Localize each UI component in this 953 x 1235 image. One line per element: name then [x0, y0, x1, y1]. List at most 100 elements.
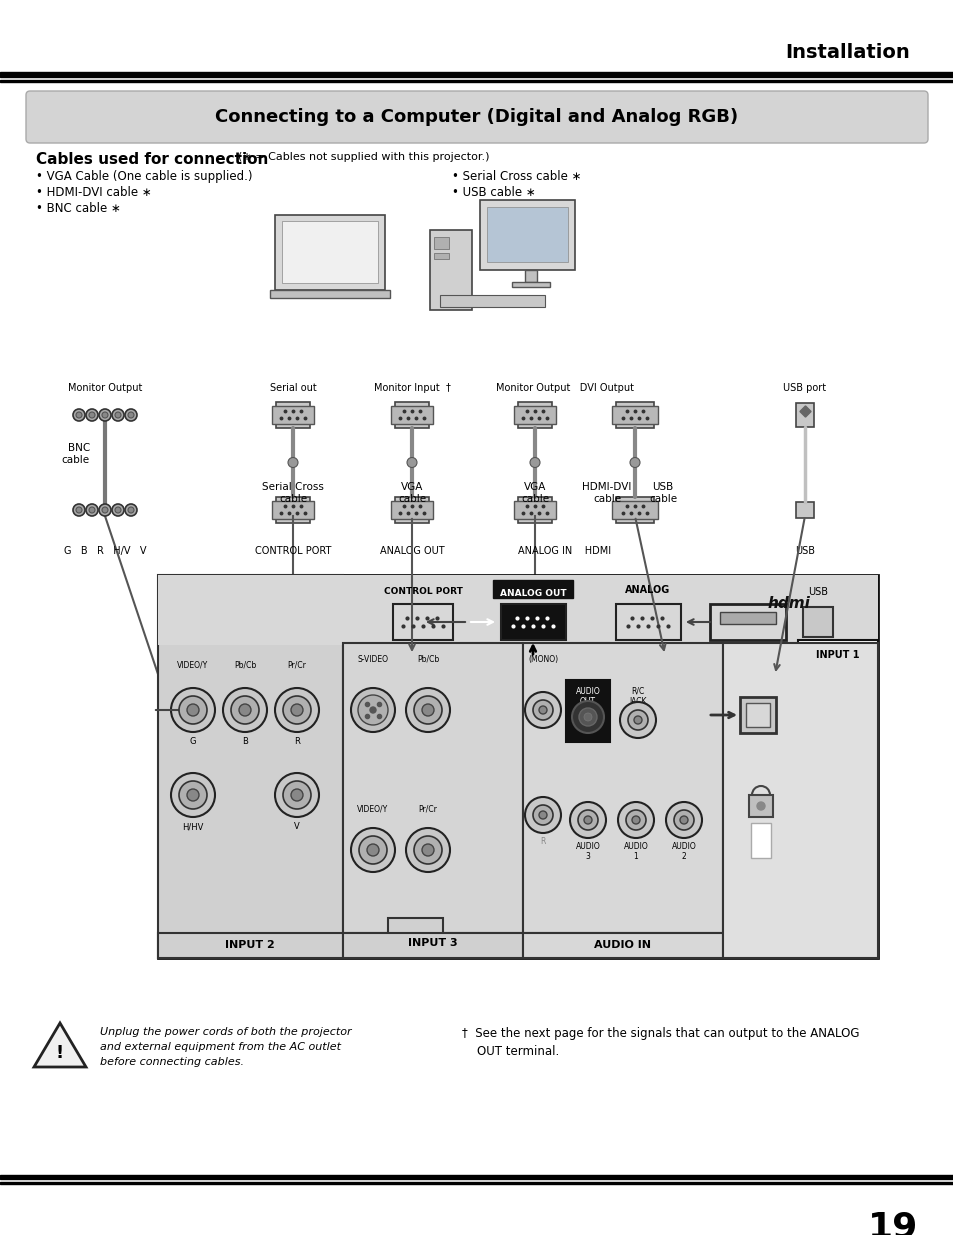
Circle shape: [89, 412, 95, 417]
Circle shape: [115, 412, 121, 417]
Circle shape: [283, 697, 311, 724]
Circle shape: [115, 508, 121, 513]
Bar: [795, 501, 813, 517]
Text: USB port: USB port: [782, 383, 825, 393]
Circle shape: [625, 810, 645, 830]
Circle shape: [618, 802, 654, 839]
Circle shape: [665, 802, 701, 839]
Bar: [158, 932, 343, 958]
Circle shape: [239, 704, 251, 716]
Bar: [272, 501, 314, 519]
Circle shape: [578, 708, 597, 726]
Circle shape: [112, 504, 124, 516]
Circle shape: [274, 688, 318, 732]
Bar: [709, 604, 785, 640]
Text: Installation: Installation: [784, 43, 909, 62]
Circle shape: [631, 816, 639, 824]
Bar: [391, 406, 433, 424]
Circle shape: [76, 412, 82, 417]
Circle shape: [421, 844, 434, 856]
Bar: [500, 604, 565, 640]
Circle shape: [406, 827, 450, 872]
Circle shape: [367, 844, 378, 856]
Circle shape: [288, 457, 297, 468]
Text: VGA
cable: VGA cable: [397, 483, 426, 504]
Bar: [430, 230, 472, 310]
Circle shape: [99, 409, 111, 421]
Text: VIDEO/Y: VIDEO/Y: [177, 659, 209, 669]
Bar: [512, 282, 550, 287]
Text: Serial out: Serial out: [270, 383, 316, 393]
Bar: [493, 580, 573, 598]
Bar: [272, 406, 314, 424]
Bar: [612, 501, 658, 519]
Bar: [434, 253, 449, 259]
Circle shape: [679, 816, 687, 824]
Circle shape: [569, 802, 605, 839]
Circle shape: [274, 773, 318, 818]
Circle shape: [86, 409, 98, 421]
Text: AUDIO
1: AUDIO 1: [623, 842, 648, 861]
Bar: [275, 496, 310, 522]
Circle shape: [538, 811, 546, 819]
Text: ANALOG IN    HDMI: ANALOG IN HDMI: [517, 546, 611, 556]
Circle shape: [291, 789, 303, 802]
Text: BNC
cable: BNC cable: [62, 443, 90, 464]
Circle shape: [89, 508, 95, 513]
Circle shape: [524, 692, 560, 727]
Text: ANALOG: ANALOG: [625, 585, 670, 595]
Bar: [524, 270, 537, 282]
Circle shape: [358, 836, 387, 864]
Text: INPUT 3: INPUT 3: [408, 939, 457, 948]
Text: 19: 19: [866, 1210, 917, 1235]
Text: Unplug the power cords of both the projector
and external equipment from the AC : Unplug the power cords of both the proje…: [100, 1028, 352, 1067]
Circle shape: [291, 704, 303, 716]
Circle shape: [414, 697, 441, 724]
Circle shape: [619, 701, 656, 739]
Bar: [797, 640, 877, 659]
Text: USB: USB: [794, 546, 814, 556]
Bar: [565, 680, 609, 742]
Circle shape: [86, 504, 98, 516]
Text: CONTROL PORT: CONTROL PORT: [383, 587, 462, 597]
Bar: [616, 604, 680, 640]
Bar: [0, 72, 953, 77]
Text: INPUT 1: INPUT 1: [816, 650, 859, 659]
Text: ANALOG OUT: ANALOG OUT: [499, 589, 566, 598]
Circle shape: [538, 706, 546, 714]
Text: Pb/Cb: Pb/Cb: [233, 659, 255, 669]
Circle shape: [171, 773, 214, 818]
Text: Pr/Cr: Pr/Cr: [418, 805, 437, 814]
Circle shape: [73, 409, 85, 421]
FancyBboxPatch shape: [26, 91, 927, 143]
Bar: [169, 593, 203, 618]
Circle shape: [351, 827, 395, 872]
Circle shape: [351, 688, 395, 732]
Bar: [395, 496, 429, 522]
Circle shape: [187, 789, 199, 802]
Text: AUDIO
OUT: AUDIO OUT: [575, 687, 599, 706]
Circle shape: [73, 504, 85, 516]
Circle shape: [406, 688, 450, 732]
Circle shape: [187, 704, 199, 716]
Circle shape: [370, 706, 375, 713]
Text: R/C
JACK: R/C JACK: [629, 687, 646, 706]
Text: INPUT 2: INPUT 2: [225, 940, 274, 950]
Text: VGA
cable: VGA cable: [520, 483, 549, 504]
Circle shape: [179, 697, 207, 724]
Bar: [0, 1182, 953, 1184]
Circle shape: [583, 713, 592, 721]
Circle shape: [407, 457, 416, 468]
Bar: [514, 501, 556, 519]
Bar: [517, 403, 552, 429]
Circle shape: [629, 457, 639, 468]
Circle shape: [530, 457, 539, 468]
Circle shape: [583, 816, 592, 824]
Bar: [612, 406, 658, 424]
Circle shape: [128, 508, 133, 513]
Text: Monitor Output: Monitor Output: [68, 383, 142, 393]
Text: Connecting to a Computer (Digital and Analog RGB): Connecting to a Computer (Digital and An…: [215, 107, 738, 126]
Text: Pb/Cb: Pb/Cb: [416, 655, 438, 664]
Text: HDMI-DVI
cable: HDMI-DVI cable: [581, 483, 631, 504]
Text: Pr/Cr: Pr/Cr: [287, 659, 306, 669]
